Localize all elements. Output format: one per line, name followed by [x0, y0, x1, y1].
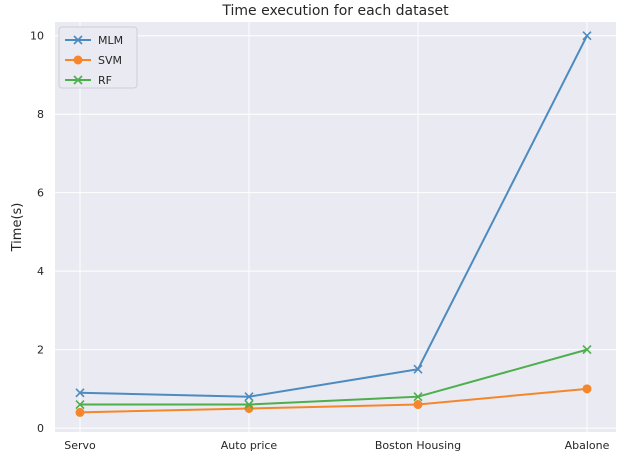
data-point-svm	[75, 407, 85, 417]
legend-box	[58, 26, 138, 89]
legend-label-rf: RF	[98, 74, 112, 87]
y-tick-label: 10	[30, 30, 44, 43]
series-rf	[75, 345, 592, 410]
series-line-svm	[79, 387, 588, 414]
legend-item-svm: SVM	[65, 54, 122, 67]
series-layer	[75, 31, 592, 417]
y-tick-label: 2	[37, 344, 44, 357]
data-point-rf	[244, 399, 254, 410]
y-tick-label: 4	[37, 265, 44, 278]
series-mlm	[75, 31, 592, 402]
legend-label-svm: SVM	[98, 54, 122, 67]
chart-title: Time execution for each dataset	[221, 3, 449, 19]
series-line-rf	[80, 348, 588, 406]
plot-area	[55, 22, 616, 432]
data-point-rf	[582, 345, 592, 355]
data-point-mlm	[582, 31, 592, 41]
series-svm	[75, 384, 592, 417]
y-axis-title: Time(s)	[10, 203, 25, 253]
legend-label-mlm: MLM	[98, 34, 123, 47]
data-point-mlm	[244, 392, 254, 402]
legend-marker-rf	[73, 75, 83, 85]
legend-item-mlm: MLM	[65, 34, 123, 47]
data-point-rf	[75, 399, 85, 410]
legend-marker-svm	[73, 55, 83, 65]
x-tick-label: Abalone	[565, 439, 610, 452]
y-tick-label: 6	[37, 187, 44, 200]
y-tick-labels: 0 2 4 6 8 10	[30, 30, 44, 435]
x-tick-label: Boston Housing	[375, 439, 461, 452]
grid	[55, 22, 616, 432]
legend: MLM SVM RF	[58, 26, 138, 89]
legend-marker-mlm	[73, 35, 83, 45]
y-tick-label: 8	[37, 108, 44, 121]
series-line-mlm	[79, 35, 588, 398]
data-point-mlm	[75, 388, 85, 398]
legend-item-rf: RF	[65, 74, 112, 87]
x-tick-label: Auto price	[221, 439, 278, 452]
y-tick-label: 0	[37, 422, 44, 435]
data-point-rf	[413, 392, 423, 402]
data-point-mlm	[413, 364, 423, 374]
data-point-svm	[582, 384, 592, 394]
x-tick-label: Servo	[64, 439, 96, 452]
x-tick-labels: Servo Auto price Boston Housing Abalone	[64, 439, 609, 452]
data-point-svm	[413, 400, 423, 410]
